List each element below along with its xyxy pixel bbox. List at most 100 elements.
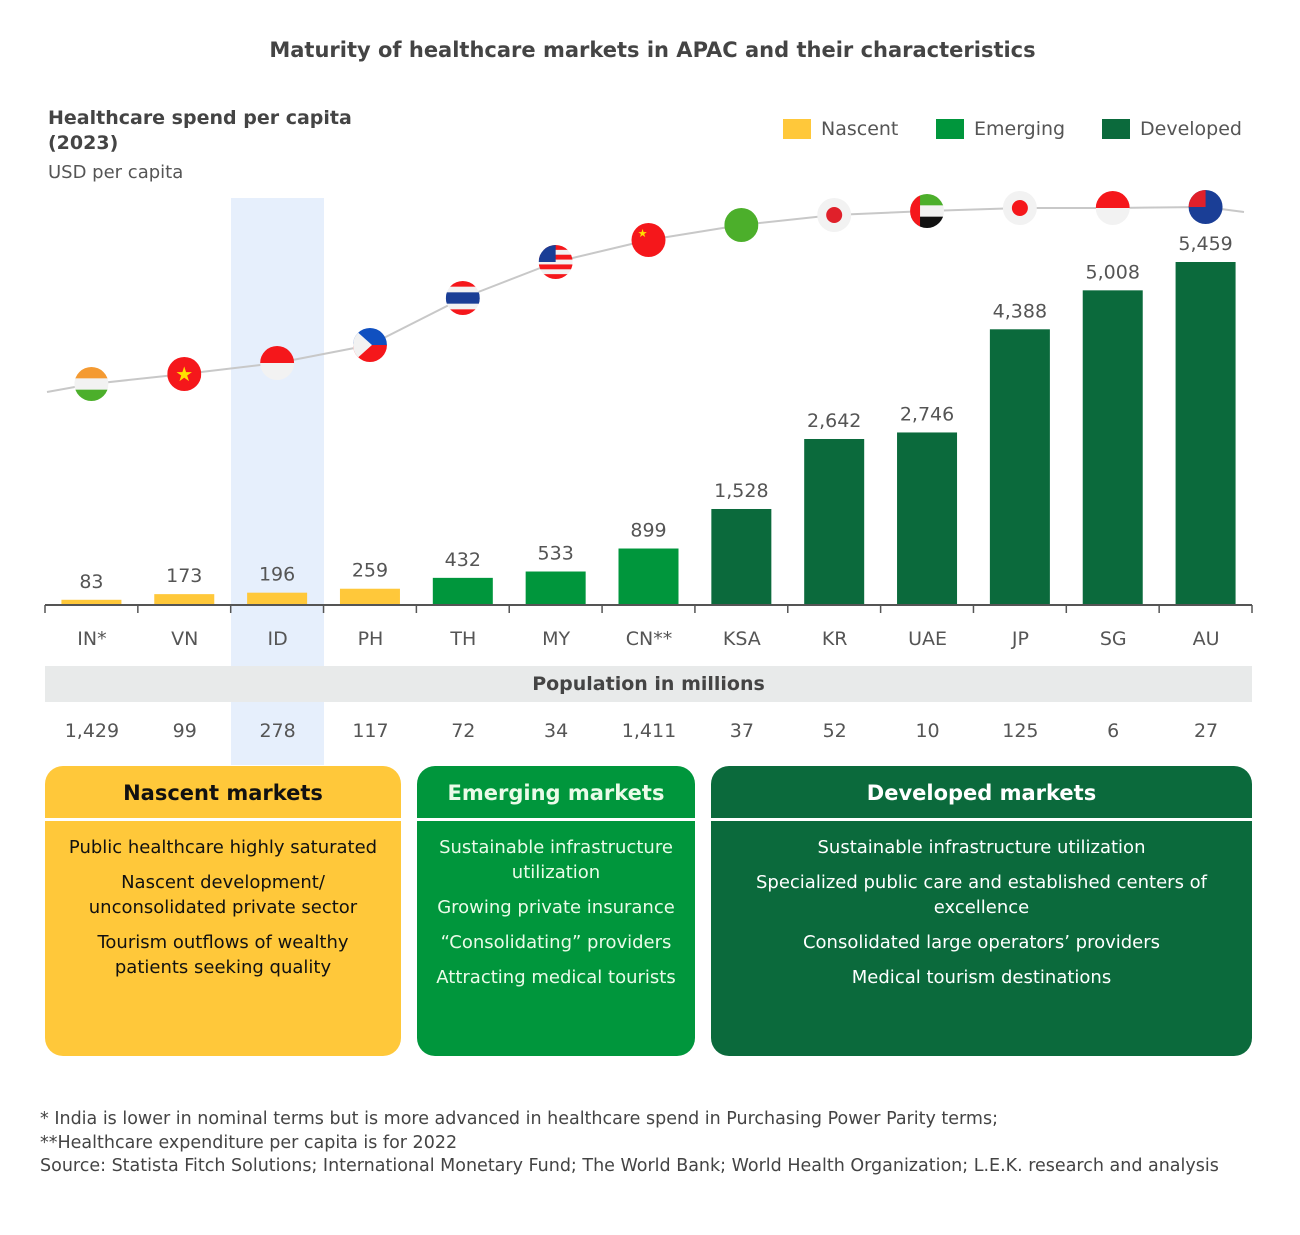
category-label: VN (171, 628, 199, 650)
india-flag-icon (74, 367, 109, 401)
category-label: TH (450, 628, 477, 650)
legend-developed: Developed (1102, 118, 1242, 140)
legend-swatch (1102, 119, 1130, 139)
population-value: 117 (352, 720, 389, 742)
characteristic-item: Sustainable infrastructure utilization (439, 837, 673, 883)
population-value: 278 (259, 720, 296, 742)
uae-flag-icon (910, 194, 945, 228)
bar-TH (432, 577, 493, 605)
value-label: 83 (79, 571, 103, 593)
bar-IN* (61, 599, 122, 605)
characteristic-item: Specialized public care and established … (755, 872, 1208, 918)
south-korea-flag-icon (817, 198, 852, 232)
characteristic-item: Medical tourism destinations (851, 967, 1112, 988)
category-label: JP (1011, 628, 1029, 650)
bar-MY (525, 571, 586, 605)
value-label: 899 (630, 520, 666, 542)
category-label: UAE (908, 628, 947, 650)
value-label: 259 (352, 560, 388, 582)
characteristic-item: Public healthcare highly saturated (68, 837, 378, 858)
category-label: KR (821, 628, 848, 650)
characteristic-item: Consolidated large operators’ providers (802, 932, 1161, 953)
category-label: AU (1192, 628, 1220, 650)
bar-KR (804, 438, 865, 605)
category-label: ID (267, 628, 288, 650)
y-axis-unit: USD per capita (48, 162, 184, 183)
page-title: Maturity of healthcare markets in APAC a… (269, 38, 1036, 62)
population-value: 27 (1193, 720, 1219, 742)
value-label: 2,642 (807, 410, 861, 432)
legend-label: Developed (1140, 118, 1242, 140)
svg-text:★: ★ (638, 227, 648, 240)
bar-VN (154, 594, 215, 605)
characteristic-item: “Consolidating” providers (440, 932, 672, 953)
value-label: 533 (538, 543, 574, 565)
population-value: 99 (172, 720, 197, 742)
nascent-markets-box: Nascent markets Public healthcare highly… (45, 766, 401, 1056)
bar-chart: 83 173 196 259 432 533 899 1,528 2,642 2,746 4,388… (44, 190, 1253, 613)
box-title: Nascent markets (45, 766, 401, 821)
vietnam-flag-icon: ★ (167, 357, 202, 391)
population-header: Population in millions (45, 666, 1252, 702)
bar-KSA (711, 508, 772, 605)
category-label: IN* (77, 628, 107, 650)
population-value: 1,411 (621, 720, 677, 742)
australia-flag-icon (1188, 190, 1223, 224)
bar-JP (989, 329, 1050, 605)
value-label: 5,008 (1086, 261, 1140, 283)
population-value: 1,429 (64, 720, 120, 742)
svg-text:★: ★ (175, 362, 193, 386)
bar-CN** (618, 548, 679, 605)
value-label: 432 (445, 549, 481, 571)
population-value: 125 (1002, 720, 1039, 742)
value-label: 4,388 (993, 300, 1047, 322)
bar-PH (339, 588, 400, 605)
footnote: **Healthcare expenditure per capita is f… (40, 1132, 458, 1153)
japan-flag-icon (1002, 191, 1037, 225)
legend-swatch (783, 119, 811, 139)
legend-label: Nascent (821, 118, 899, 140)
population-value: 72 (451, 720, 476, 742)
source-note: Source: Statista Fitch Solutions; Intern… (40, 1156, 1219, 1176)
developed-markets-box: Developed markets Sustainable infrastruc… (711, 766, 1252, 1056)
category-label: MY (542, 628, 571, 650)
indonesia-flag-icon (260, 346, 295, 380)
bar-SG (1082, 290, 1143, 605)
footnotes: * India is lower in nominal terms but is… (40, 1108, 1280, 1179)
bar-ID (247, 592, 308, 605)
population-value: 37 (729, 720, 754, 742)
y-axis-title: Healthcare spend per capita (2023) (48, 107, 352, 154)
emerging-markets-box: Emerging markets Sustainable infrastruct… (417, 766, 695, 1056)
legend-nascent: Nascent (783, 118, 898, 140)
category-label: CN** (625, 628, 673, 650)
category-label: SG (1099, 628, 1127, 650)
legend-emerging: Emerging (936, 118, 1065, 140)
category-label: KSA (722, 628, 761, 650)
characteristic-item: Attracting medical tourists (436, 967, 676, 988)
characteristic-item: Sustainable infrastructure utilization (817, 837, 1146, 858)
thailand-flag-icon (445, 281, 480, 315)
malaysia-flag-icon (538, 245, 573, 279)
footnote: * India is lower in nominal terms but is… (40, 1109, 998, 1129)
philippines-flag-icon (352, 328, 387, 362)
box-title: Emerging markets (417, 766, 695, 821)
characteristic-item: Nascent development/ unconsolidated priv… (88, 872, 358, 918)
box-title: Developed markets (711, 766, 1252, 821)
bar-AU (1175, 262, 1236, 605)
value-label: 2,746 (900, 403, 954, 425)
legend-swatch (936, 119, 964, 139)
population-value: 6 (1107, 720, 1120, 742)
saudi-arabia-flag-icon (724, 208, 759, 242)
bar-UAE (897, 432, 958, 605)
value-label: 196 (259, 564, 295, 586)
population-value: 52 (822, 720, 847, 742)
singapore-flag-icon (1095, 191, 1130, 225)
china-flag-icon: ★ (631, 223, 666, 257)
population-value: 10 (915, 720, 940, 742)
population-value: 34 (544, 720, 569, 742)
characteristic-item: Tourism outflows of wealthy patients see… (97, 932, 349, 978)
characteristic-item: Growing private insurance (437, 897, 675, 918)
value-label: 173 (166, 565, 202, 587)
value-label: 5,459 (1178, 233, 1232, 255)
